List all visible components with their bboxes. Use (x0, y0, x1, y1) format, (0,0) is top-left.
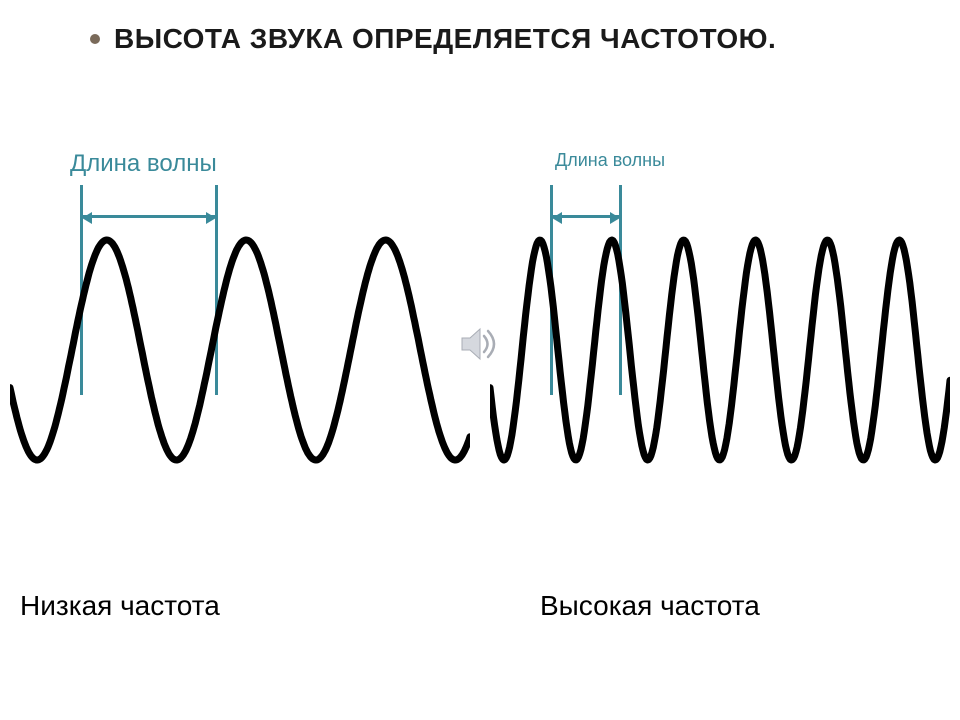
low-frequency-label: Низкая частота (20, 590, 220, 622)
wave-low-frequency (10, 220, 470, 480)
title-row: ВЫСОТА ЗВУКА ОПРЕДЕЛЯЕТСЯ ЧАСТОТОЮ. (90, 22, 900, 56)
bullet-icon (90, 34, 100, 44)
speaker-icon-svg (456, 320, 504, 368)
page-title: ВЫСОТА ЗВУКА ОПРЕДЕЛЯЕТСЯ ЧАСТОТОЮ. (114, 22, 776, 56)
wave-low-svg (10, 220, 470, 480)
wavelength-label-right: Длина волны (555, 150, 665, 171)
high-frequency-label: Высокая частота (540, 590, 760, 622)
wave-high-frequency (490, 220, 950, 480)
wave-high-svg (490, 220, 950, 480)
wavelength-label-left: Длина волны (70, 150, 217, 178)
slide-root: ВЫСОТА ЗВУКА ОПРЕДЕЛЯЕТСЯ ЧАСТОТОЮ. Длин… (0, 0, 960, 720)
title-bullet-row: ВЫСОТА ЗВУКА ОПРЕДЕЛЯЕТСЯ ЧАСТОТОЮ. (90, 22, 900, 56)
speaker-icon (456, 320, 504, 368)
